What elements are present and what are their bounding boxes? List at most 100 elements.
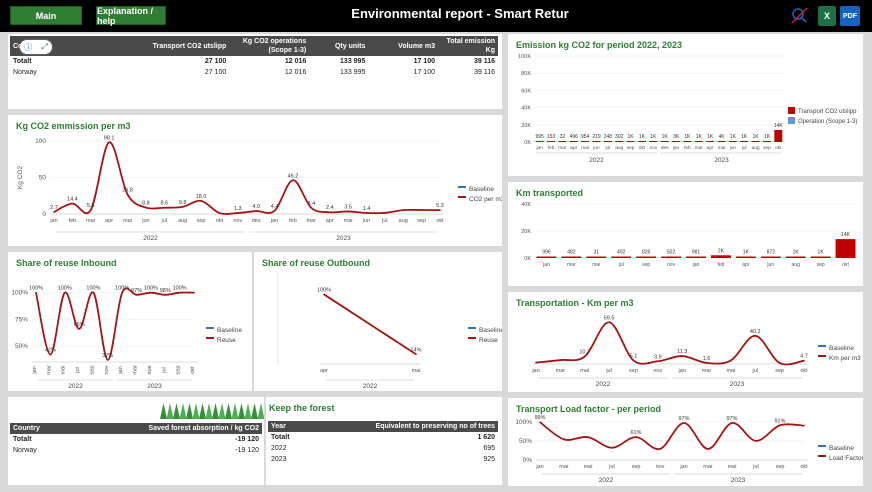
x-tick-label: mai — [123, 218, 132, 224]
data-point — [273, 209, 276, 212]
bar — [683, 141, 692, 142]
data-label: 98% — [160, 288, 171, 294]
x-tick-label: jul — [752, 464, 759, 470]
group-label: 2023 — [731, 477, 746, 484]
data-label: 1K — [743, 250, 750, 256]
x-tick-label: mar — [133, 365, 139, 375]
reuse-inbound-panel: Share of reuse Inbound 50% 75% 100% jan mar m… — [8, 252, 252, 391]
table-row[interactable]: Totalt 1 620 — [268, 432, 498, 443]
data-label: 1K — [628, 134, 635, 140]
x-tick-label: mar — [559, 464, 569, 470]
table-row[interactable]: Totalt 27 100 12 016 133 995 17 100 39 1… — [10, 56, 498, 67]
data-label: 40.2 — [750, 329, 761, 335]
column-header[interactable]: Volume m3 — [368, 36, 438, 56]
excel-export-icon[interactable]: X — [818, 6, 836, 26]
data-point — [707, 448, 709, 450]
main-button[interactable]: Main — [10, 6, 82, 25]
column-header[interactable]: Year — [268, 421, 306, 432]
x-tick-label: jan — [672, 145, 680, 151]
x-tick-label: sep — [632, 464, 641, 470]
data-label: 100% — [58, 286, 72, 292]
data-label: 1K — [707, 134, 714, 140]
column-header[interactable]: Total emission Kg — [438, 36, 498, 56]
group-label: 2022 — [68, 383, 83, 390]
data-point — [611, 446, 613, 449]
focus-mode-icon[interactable]: ⤢ — [41, 42, 48, 51]
pdf-export-icon[interactable]: PDF — [840, 6, 860, 26]
data-point — [92, 291, 95, 294]
column-header[interactable]: Country — [10, 423, 66, 434]
group-label: 2023 — [336, 235, 351, 242]
data-label: 26.8 — [122, 187, 133, 193]
data-label: 98.1 — [104, 135, 115, 141]
data-point — [415, 353, 417, 356]
data-point — [730, 359, 732, 362]
legend-swatch — [788, 117, 795, 124]
x-tick-label: jan — [535, 145, 543, 151]
x-tick-label: feb — [289, 218, 297, 224]
x-tick-label: sep — [176, 366, 182, 375]
x-tick-label: jul — [752, 368, 759, 374]
y-tick-label: 0% — [523, 457, 533, 464]
data-point — [200, 200, 202, 202]
data-label: 10.7 — [579, 349, 590, 355]
panel-title: Transport Load factor - per period — [516, 404, 662, 414]
legend-label: Baseline — [217, 327, 242, 334]
info-icon[interactable]: ⓘ — [24, 42, 33, 52]
y-axis-label: Kg CO2 — [17, 166, 24, 190]
data-point — [559, 359, 562, 361]
visual-options-chip[interactable]: ⓘ ⤢ — [20, 40, 52, 54]
data-point — [779, 424, 781, 427]
table-row[interactable]: 2023 925 — [268, 454, 498, 465]
data-point — [563, 438, 565, 441]
table-row[interactable]: Norway 27 100 12 016 133 995 17 100 39 1… — [10, 67, 498, 78]
x-tick-label: sep — [89, 366, 95, 375]
bar — [603, 141, 612, 142]
data-point — [608, 321, 610, 324]
data-label: 3.5 — [344, 204, 352, 210]
column-header[interactable]: Saved forest absorption / kg CO2 — [65, 423, 262, 434]
table-row[interactable]: Norway -19 120 — [10, 445, 262, 456]
clear-filter-icon[interactable] — [790, 6, 808, 26]
tree-icon — [225, 403, 232, 419]
x-tick-label: feb — [684, 145, 691, 151]
help-button[interactable]: Explanation / help — [96, 6, 166, 26]
data-point — [420, 209, 423, 211]
x-tick-label: sep — [817, 262, 825, 268]
data-point — [803, 424, 805, 427]
table-row[interactable]: Totalt -19 120 — [10, 434, 262, 445]
data-point — [583, 355, 586, 358]
column-header[interactable]: Transport CO2 utslipp — [100, 36, 230, 56]
tree-icon — [192, 403, 200, 419]
data-label: 4.7 — [800, 354, 808, 360]
keep-forest-table: Year Equivalent to preserving no of tree… — [268, 421, 498, 465]
data-point — [323, 293, 325, 296]
data-point — [439, 209, 441, 212]
data-label: 1.4 — [363, 206, 371, 212]
table-cell: 27 100 — [204, 58, 227, 65]
table-cell: -19 120 — [235, 436, 259, 443]
tree-icon — [244, 403, 252, 419]
x-tick-label: mai — [584, 464, 593, 470]
tree-icon — [257, 403, 264, 419]
x-tick-label: des — [661, 145, 669, 151]
y-tick-label: 100K — [518, 54, 531, 60]
bar — [672, 141, 681, 142]
co2-per-m3-chart: 0 50 100 jan feb mar apr mai jun jul aug sep okt nov d… — [17, 135, 502, 242]
data-label: 1K — [650, 134, 657, 140]
x-tick-label: jan — [542, 262, 550, 268]
table-row[interactable]: 2022 695 — [268, 443, 498, 454]
x-tick-label: jun — [141, 218, 149, 224]
group-label: 2022 — [589, 157, 604, 164]
bar — [636, 256, 657, 258]
bar — [547, 141, 556, 142]
column-header[interactable]: Equivalent to preserving no of trees — [305, 421, 498, 432]
column-header[interactable]: Kg CO2 operations (Scope 1-3) — [229, 36, 310, 56]
column-header[interactable]: Qty units — [309, 36, 369, 56]
x-tick-label: okt — [639, 145, 646, 151]
legend-label: Baseline — [469, 186, 494, 193]
x-tick-label: aug — [792, 262, 801, 268]
data-point — [255, 210, 257, 212]
forest-trees-image — [160, 403, 264, 419]
data-label: 492 — [617, 250, 626, 256]
